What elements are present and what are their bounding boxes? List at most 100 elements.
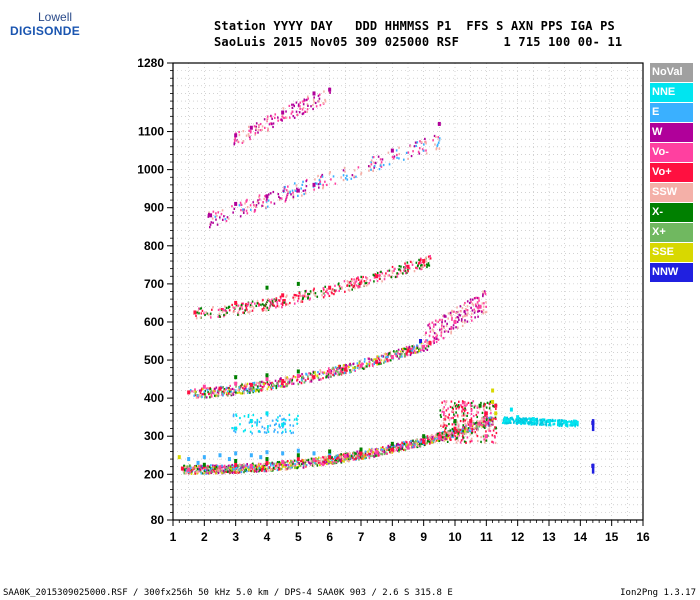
trace-pixel <box>507 420 510 423</box>
trace-pixel <box>456 306 458 309</box>
trace-pixel <box>488 427 491 430</box>
trace-pixel <box>526 418 528 421</box>
trace-pixel <box>188 471 191 474</box>
trace-pixel <box>338 367 340 370</box>
trace-pixel <box>386 358 388 361</box>
trace-pixel <box>451 427 454 431</box>
trace-pixel <box>243 465 246 468</box>
trace-pixel <box>404 269 406 272</box>
data-point-nne <box>575 420 579 425</box>
trace-pixel <box>262 298 264 302</box>
trace-pixel <box>418 349 421 353</box>
trace-pixel <box>189 464 191 467</box>
trace-pixel <box>290 193 292 196</box>
trace-pixel <box>330 178 332 181</box>
trace-pixel <box>295 110 298 113</box>
trace-pixel <box>190 466 193 469</box>
trace-pixel <box>358 367 360 370</box>
trace-pixel <box>380 448 383 451</box>
data-point-sse <box>177 455 181 460</box>
trace-pixel <box>362 452 364 455</box>
trace-pixel <box>258 196 260 199</box>
trace-pixel <box>208 465 211 468</box>
trace-pixel <box>214 390 216 393</box>
trace-pixel <box>385 356 388 359</box>
trace-pixel <box>300 294 302 298</box>
data-point-w <box>265 194 269 199</box>
trace-pixel <box>246 212 249 215</box>
trace-pixel <box>244 466 247 470</box>
trace-pixel <box>290 466 292 469</box>
trace-pixel <box>477 422 480 425</box>
trace-pixel <box>244 383 247 386</box>
trace-pixel <box>281 431 283 435</box>
trace-pixel <box>328 460 330 464</box>
trace-pixel <box>408 345 411 348</box>
trace-pixel <box>332 373 334 376</box>
trace-pixel <box>365 284 368 287</box>
trace-pixel <box>405 151 408 155</box>
trace-pixel <box>219 469 222 472</box>
trace-pixel <box>545 422 548 425</box>
trace-pixel <box>351 456 354 459</box>
trace-pixel <box>540 421 543 425</box>
trace-pixel <box>391 271 394 275</box>
trace-pixel <box>243 392 245 395</box>
trace-pixel <box>347 455 350 458</box>
trace-pixel <box>454 402 456 405</box>
trace-pixel <box>201 309 204 312</box>
trace-pixel <box>440 424 443 427</box>
trace-pixel <box>237 388 240 391</box>
trace-pixel <box>502 419 505 422</box>
trace-pixel <box>394 267 396 270</box>
trace-pixel <box>242 463 245 466</box>
trace-pixel <box>296 418 298 421</box>
trace-pixel <box>310 462 313 465</box>
trace-pixel <box>535 422 537 425</box>
trace-pixel <box>430 437 433 441</box>
trace-pixel <box>305 295 308 298</box>
trace-pixel <box>254 470 256 473</box>
trace-pixel <box>268 380 271 383</box>
trace-pixel <box>442 437 444 440</box>
trace-pixel <box>414 443 417 446</box>
trace-pixel <box>464 427 466 430</box>
trace-pixel <box>451 429 454 432</box>
trace-pixel <box>241 383 243 386</box>
trace-pixel <box>223 313 225 317</box>
trace-pixel <box>277 384 279 387</box>
trace-pixel <box>395 149 398 152</box>
trace-pixel <box>204 395 207 398</box>
trace-pixel <box>446 436 449 439</box>
trace-pixel <box>329 373 331 376</box>
trace-pixel <box>257 202 260 205</box>
trace-pixel <box>212 390 214 393</box>
trace-pixel <box>477 306 479 310</box>
trace-pixel <box>418 267 421 270</box>
trace-pixel <box>337 459 339 462</box>
trace-pixel <box>337 282 340 285</box>
trace-pixel <box>483 290 486 293</box>
x-tick-label: 5 <box>295 530 302 544</box>
trace-pixel <box>242 390 245 393</box>
trace-pixel <box>324 98 326 102</box>
trace-pixel <box>255 125 258 128</box>
trace-pixel <box>463 310 466 313</box>
trace-pixel <box>443 432 445 435</box>
trace-pixel <box>441 322 443 325</box>
trace-pixel <box>464 404 467 407</box>
trace-pixel <box>476 406 479 409</box>
trace-pixel <box>271 381 273 385</box>
trace-pixel <box>400 447 402 451</box>
trace-pixel <box>419 438 421 441</box>
trace-pixel <box>465 432 467 435</box>
trace-pixel <box>266 299 269 302</box>
trace-pixel <box>380 161 383 164</box>
trace-pixel <box>399 350 402 353</box>
trace-pixel <box>476 423 479 426</box>
trace-pixel <box>399 444 402 447</box>
trace-pixel <box>194 392 197 395</box>
trace-pixel <box>457 426 460 429</box>
trace-pixel <box>271 298 273 301</box>
trace-pixel <box>400 271 402 274</box>
